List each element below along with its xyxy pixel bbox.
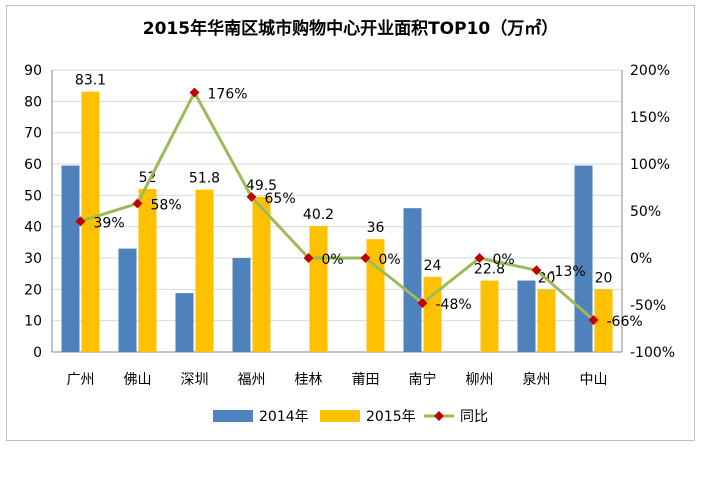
bar-2015 [480,280,499,352]
yoy-label: 39% [94,215,125,231]
bar-2015-label: 36 [367,220,385,236]
bar-2014 [232,258,251,352]
chart-title: 2015年华南区城市购物中心开业面积TOP10（万㎡） [142,19,559,39]
x-tick-label: 桂林 [295,372,323,388]
bar-2015 [195,189,214,352]
yoy-label: 0% [322,252,344,268]
bar-2015 [309,226,328,352]
legend-label-yoy: 同比 [460,409,488,425]
y-left-tick-label: 90 [24,63,42,79]
y-left-tick-label: 30 [24,251,42,267]
yoy-marker [132,198,143,209]
yoy-label: 65% [265,191,296,207]
y-right-tick-label: -100% [630,345,675,361]
bar-2014 [118,248,137,352]
legend-swatch-2014 [213,410,253,422]
x-tick-label: 深圳 [181,372,209,388]
x-tick-label: 佛山 [124,372,152,388]
yoy-marker [531,265,542,276]
yoy-label: -13% [550,264,586,280]
y-left-tick-label: 60 [24,157,42,173]
y-right-tick-label: 0% [630,251,652,267]
x-tick-label: 柳州 [466,371,494,388]
y-left-tick-label: 10 [24,314,42,330]
legend-label-2014: 2014年 [259,409,309,425]
bar-2015 [252,196,271,352]
bar-2014 [175,293,194,352]
y-left-tick-label: 80 [24,94,42,110]
y-left-tick-label: 0 [33,345,42,361]
y-right-tick-label: 150% [630,110,670,126]
bar-2015-label: 49.5 [246,178,277,194]
y-right-tick-label: 100% [630,157,670,173]
x-tick-label: 莆田 [352,372,380,388]
bar-2015 [594,289,613,352]
yoy-label: 0% [379,252,401,268]
yoy-marker [417,298,428,309]
yoy-marker [588,315,599,325]
yoy-marker [303,253,314,263]
yoy-label: -66% [607,314,643,330]
yoy-marker [246,191,257,202]
y-right-tick-label: -50% [630,298,666,314]
yoy-marker [360,253,371,263]
yoy-marker [474,253,485,263]
bar-2015-label: 20 [595,270,613,286]
yoy-marker [189,87,200,98]
y-left-tick-label: 50 [24,188,42,204]
bar-2015 [138,189,157,352]
yoy-line [80,89,595,322]
legend-label-2015: 2015年 [366,409,416,425]
x-tick-label: 福州 [238,372,266,388]
x-tick-label: 泉州 [523,371,551,388]
bar-2014 [403,208,422,352]
legend-swatch-2015 [320,410,360,422]
x-tick-label: 中山 [580,372,608,388]
bar-2015 [366,239,385,352]
bar-2015-label: 40.2 [303,207,334,223]
x-tick-label: 广州 [67,372,95,388]
bar-2015-label: 24 [424,258,442,274]
bar-2014 [61,165,80,352]
y-left-tick-label: 40 [24,220,42,236]
yoy-label: 0% [493,252,515,268]
x-tick-label: 南宁 [409,371,437,388]
legend-marker-yoy [434,411,444,421]
yoy-label: -48% [436,297,472,313]
y-left-tick-label: 70 [24,126,42,142]
bar-2014 [517,280,536,352]
bar-2015 [537,289,556,352]
y-left-tick-label: 20 [24,282,42,298]
bar-2015 [423,276,442,352]
yoy-label: 58% [151,197,182,213]
bar-2014 [574,165,593,352]
bar-2015-label: 51.8 [189,171,220,187]
bar-2015-label: 83.1 [75,73,106,89]
yoy-marker [75,216,86,227]
y-right-tick-label: 200% [630,63,670,79]
y-right-tick-label: 50% [630,204,661,220]
bar-2015-label: 22.8 [474,262,505,278]
bar-2015 [81,91,100,353]
yoy-label: 176% [208,87,248,103]
